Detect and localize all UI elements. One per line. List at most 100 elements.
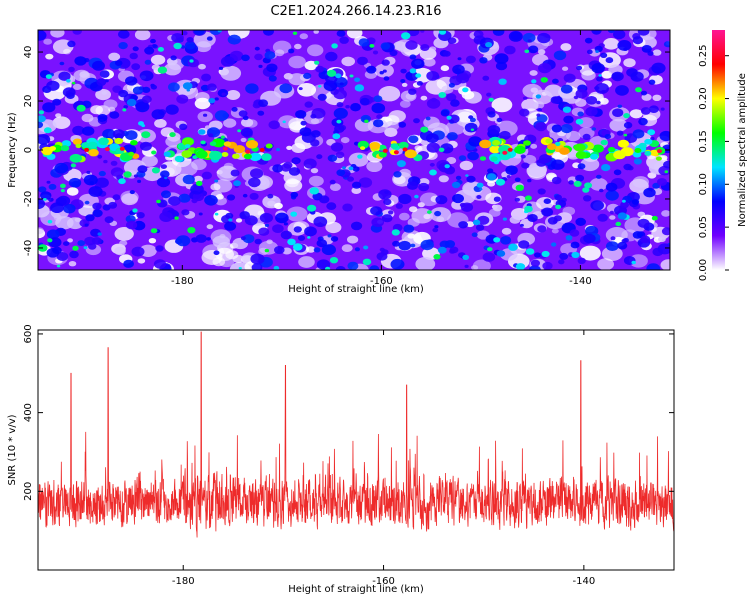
spectrogram-cell xyxy=(508,31,523,42)
spectrogram-cell xyxy=(206,36,213,41)
spectrogram-cell xyxy=(92,60,105,71)
spectrogram-band-cell xyxy=(223,141,232,147)
spectrogram-cell xyxy=(293,226,302,233)
spectrogram-cell xyxy=(364,119,369,124)
spectrogram-cell xyxy=(175,160,198,177)
spectrogram-cell xyxy=(187,227,196,234)
spectrogram-cell xyxy=(231,107,238,112)
spectrogram-cell xyxy=(383,198,392,206)
spectrogram-cell xyxy=(522,83,543,98)
spectrogram-cell xyxy=(656,178,668,186)
spectrogram-cell xyxy=(465,55,476,64)
spectrogram-band-cell xyxy=(489,145,501,154)
spectrogram-cell xyxy=(535,94,542,99)
spectrogram-cell xyxy=(596,174,602,179)
spectrogram-cell xyxy=(336,102,344,108)
spectrogram-band-cell xyxy=(174,155,184,163)
spectrogram-cell xyxy=(223,118,237,128)
spectrogram-cell xyxy=(427,210,432,214)
spectrogram-cell xyxy=(493,237,501,243)
spectrogram-cell xyxy=(468,136,482,147)
spectrogram-cell xyxy=(176,94,189,104)
spectrogram-cell xyxy=(254,238,262,245)
spectrogram-cell xyxy=(101,90,108,95)
spectrogram-cell xyxy=(457,57,462,61)
spectrogram-cell xyxy=(48,183,57,190)
spectrogram-band-cell xyxy=(575,151,587,160)
spectrogram-cell xyxy=(341,56,356,67)
spectrogram-cell xyxy=(660,107,665,111)
spectrogram-cell xyxy=(400,68,407,74)
spectrogram-cell xyxy=(310,113,317,119)
spectrogram-band-cell xyxy=(195,150,208,159)
spectrogram-cell xyxy=(432,227,439,233)
spectrogram-cell xyxy=(595,83,609,94)
spectrogram-cell xyxy=(237,129,242,133)
spectrogram-band-cell xyxy=(130,140,138,146)
spectrogram-cell xyxy=(157,66,168,74)
spectrogram-cell xyxy=(139,70,154,82)
spectrogram-cell xyxy=(157,47,164,52)
spectrogram-cell xyxy=(537,108,543,112)
spectrogram-cell xyxy=(637,30,650,36)
spectrogram-cell xyxy=(465,221,475,228)
spectrogram-cell xyxy=(565,235,573,241)
spectrogram-cell xyxy=(509,216,521,224)
spectrogram-cell xyxy=(122,108,127,112)
spectrogram-cell xyxy=(272,224,284,234)
spectrogram-cell xyxy=(575,118,584,125)
spectrogram-cell xyxy=(195,180,203,186)
spectrogram-cell xyxy=(181,209,190,216)
spectrogram-cell xyxy=(67,238,73,243)
spectrogram-cell xyxy=(660,259,670,270)
spectrogram-cell xyxy=(213,250,220,256)
spectrogram-cell xyxy=(610,236,616,241)
spectrogram-cell xyxy=(218,66,224,70)
spectrogram-cell xyxy=(487,125,501,135)
spectrogram-band-cell xyxy=(398,141,409,149)
spectrogram-cell xyxy=(348,166,354,171)
spectrogram-cell xyxy=(156,177,171,188)
spectrogram-band-cell xyxy=(547,143,557,151)
spectrogram-cell xyxy=(514,197,520,202)
spectrogram-cell xyxy=(378,86,401,102)
spectrogram-cell xyxy=(38,121,44,129)
spectrogram-cell xyxy=(405,71,419,81)
spectrogram-cell xyxy=(399,168,411,178)
spectrogram-cell xyxy=(652,49,662,56)
spectrogram-cell xyxy=(351,221,363,231)
spectrogram-cell xyxy=(309,187,319,195)
spectrogram-cell xyxy=(538,63,552,74)
spectrogram-cell xyxy=(613,30,626,40)
spectrogram-cell xyxy=(488,97,494,102)
spectrogram-cell xyxy=(279,83,293,94)
snr-panel: -180 -160 -140 200 400 600 Height of straigh… xyxy=(7,324,675,595)
spectrogram-cell xyxy=(110,167,124,177)
spectrogram-cell xyxy=(605,190,619,201)
spectrogram-cell xyxy=(553,50,567,61)
spectrogram-band-cell xyxy=(404,149,417,159)
spectrogram-cell xyxy=(52,98,62,106)
spectrogram-cell xyxy=(551,228,559,234)
spectrogram-cell xyxy=(400,79,406,83)
spectrogram-band-cell xyxy=(357,140,369,149)
spectrogram-band-cell xyxy=(632,151,642,158)
spectrogram-cell xyxy=(248,177,261,188)
spectrogram-cell xyxy=(220,65,242,81)
spectrogram-cell xyxy=(214,110,229,121)
spectrogram-cell xyxy=(479,57,488,64)
spectrogram-cell xyxy=(267,193,274,199)
spectrogram-cell xyxy=(150,84,157,90)
spectrogram-cell xyxy=(611,71,624,82)
spectrogram-cell xyxy=(313,247,321,253)
spectrogram-cell xyxy=(522,32,536,43)
spectrogram-cell xyxy=(524,49,530,54)
spectrogram-cell xyxy=(206,224,214,230)
spectrogram-cell xyxy=(119,240,128,247)
spectrogram-cell xyxy=(600,52,608,58)
spectrogram-cell xyxy=(369,44,375,48)
spectrogram-band-cell xyxy=(84,147,90,152)
spectrogram-cell xyxy=(325,266,331,270)
spectrogram-cell xyxy=(125,215,136,223)
spectrogram-band-cell xyxy=(200,140,206,145)
